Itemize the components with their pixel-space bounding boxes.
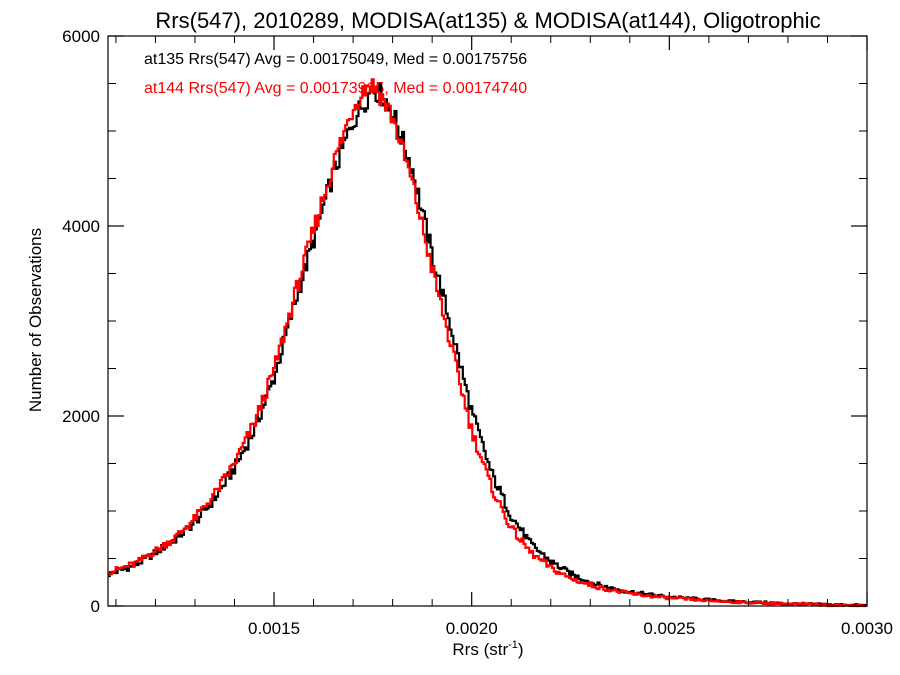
axes: 0.0015 0.0020 0.0025 0.0030 0 2000 4000 6000 (62, 27, 893, 638)
x-tick-label: 0.0025 (643, 619, 695, 638)
x-tick-label: 0.0015 (248, 619, 300, 638)
legend-entry-at144: at144 Rrs(547) Avg = 0.00173915, Med = 0… (144, 80, 527, 97)
x-axis-label: Rrs (str-1) (452, 639, 523, 659)
x-axis-label-end: ) (518, 640, 524, 659)
legend: at135 Rrs(547) Avg = 0.00175049, Med = 0… (144, 51, 527, 97)
x-tick-label: 0.0020 (446, 619, 498, 638)
x-axis-label-main: Rrs (str (452, 640, 508, 659)
y-tick-label: 0 (91, 597, 100, 616)
series-line-at135 (108, 82, 867, 608)
y-tick-label: 2000 (62, 407, 100, 426)
plot-frame (107, 35, 868, 607)
series-layer (108, 78, 867, 608)
x-tick-label: 0.0030 (841, 619, 893, 638)
x-axis-label-sup: -1 (508, 639, 518, 651)
y-axis-label: Number of Observations (26, 228, 45, 412)
y-tick-label: 4000 (62, 217, 100, 236)
series-line-at144 (108, 78, 867, 608)
legend-entry-at135: at135 Rrs(547) Avg = 0.00175049, Med = 0… (144, 51, 527, 68)
chart-title: Rrs(547), 2010289, MODISA(at135) & MODIS… (155, 8, 820, 33)
y-tick-label: 6000 (62, 27, 100, 46)
